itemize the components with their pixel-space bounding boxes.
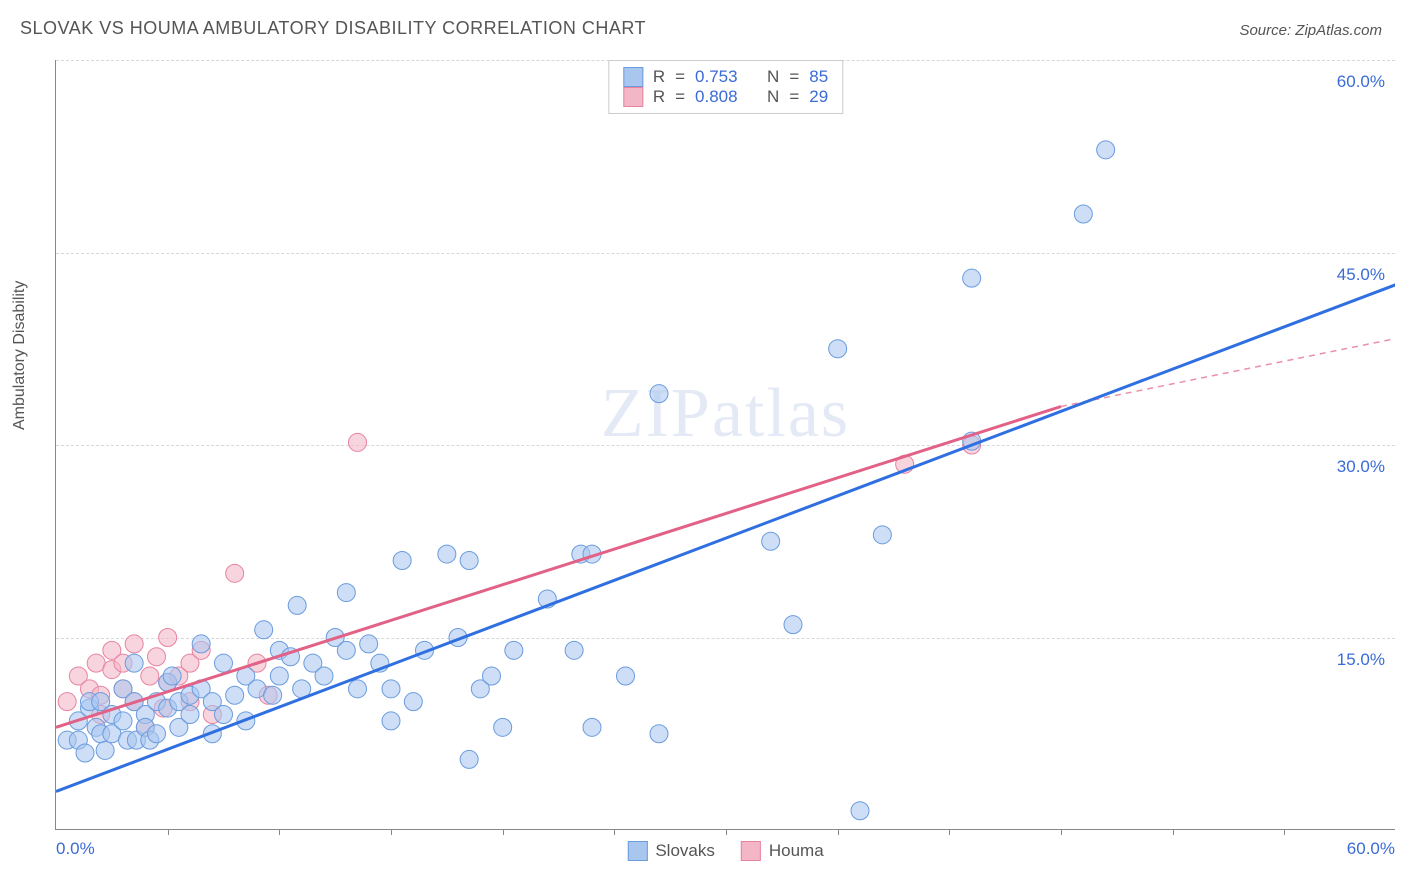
- r-value-slovaks: 0.753: [695, 67, 738, 87]
- chart-title: SLOVAK VS HOUMA AMBULATORY DISABILITY CO…: [20, 18, 646, 39]
- swatch-slovaks-b: [627, 841, 647, 861]
- series-label-houma: Houma: [769, 841, 824, 861]
- r-label: R: [653, 67, 665, 87]
- x-tick-right: 60.0%: [1347, 839, 1395, 859]
- legend-item-houma: Houma: [741, 841, 824, 861]
- n-value-houma: 29: [809, 87, 828, 107]
- legend-row-slovaks: R = 0.753 N = 85: [623, 67, 828, 87]
- swatch-houma-b: [741, 841, 761, 861]
- swatch-slovaks: [623, 67, 643, 87]
- r-value-houma: 0.808: [695, 87, 738, 107]
- n-value-slovaks: 85: [809, 67, 828, 87]
- legend-item-slovaks: Slovaks: [627, 841, 715, 861]
- y-axis-label: Ambulatory Disability: [11, 281, 29, 430]
- legend-stats: R = 0.753 N = 85 R = 0.808 N = 29: [608, 60, 843, 114]
- legend-series: Slovaks Houma: [627, 841, 823, 861]
- legend-row-houma: R = 0.808 N = 29: [623, 87, 828, 107]
- series-label-slovaks: Slovaks: [655, 841, 715, 861]
- n-label: N: [767, 67, 779, 87]
- swatch-houma: [623, 87, 643, 107]
- x-tick-left: 0.0%: [56, 839, 95, 859]
- plot-area: 15.0%30.0%45.0%60.0% 0.0% 60.0% ZIPatlas…: [55, 60, 1395, 830]
- scatter-svg: [56, 60, 1395, 829]
- chart-container: SLOVAK VS HOUMA AMBULATORY DISABILITY CO…: [0, 0, 1406, 892]
- source-attribution: Source: ZipAtlas.com: [1239, 22, 1382, 39]
